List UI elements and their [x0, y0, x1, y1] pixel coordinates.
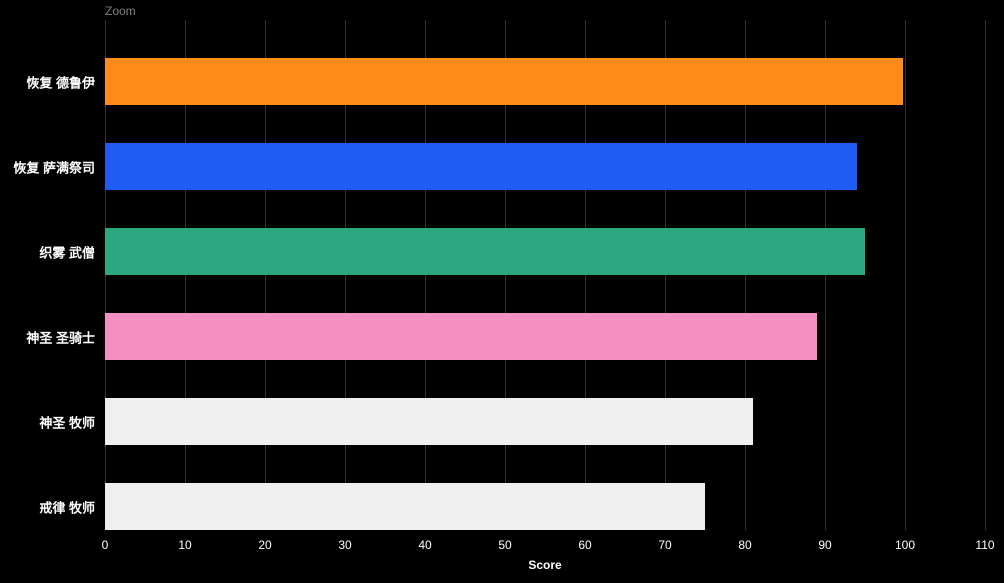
x-tick-label: 40 — [418, 530, 431, 552]
y-axis-label: 恢复 萨满祭司 — [13, 157, 105, 176]
y-axis-label: 神圣 牧师 — [39, 412, 105, 431]
y-axis-label: 恢复 德鲁伊 — [26, 72, 105, 91]
plot-area: Score 0102030405060708090100110恢复 德鲁伊恢复 … — [105, 20, 985, 530]
bar-row: 恢复 萨满祭司 — [105, 143, 985, 190]
zoom-label[interactable]: Zoom — [105, 4, 136, 18]
x-tick-label: 90 — [818, 530, 831, 552]
x-tick-label: 50 — [498, 530, 511, 552]
bar-row: 戒律 牧师 — [105, 483, 985, 530]
bar-row: 神圣 牧师 — [105, 398, 985, 445]
x-tick-label: 80 — [738, 530, 751, 552]
x-tick-label: 100 — [895, 530, 915, 552]
bar[interactable] — [105, 58, 903, 105]
gridline — [985, 20, 986, 530]
y-axis-label: 神圣 圣骑士 — [26, 327, 105, 346]
x-axis-title: Score — [528, 530, 561, 572]
bar-row: 恢复 德鲁伊 — [105, 58, 985, 105]
x-tick-label: 70 — [658, 530, 671, 552]
bar-row: 神圣 圣骑士 — [105, 313, 985, 360]
bar-chart: Zoom Score 0102030405060708090100110恢复 德… — [0, 0, 1004, 583]
y-axis-label: 戒律 牧师 — [39, 497, 105, 516]
x-tick-label: 30 — [338, 530, 351, 552]
bar[interactable] — [105, 313, 817, 360]
bar[interactable] — [105, 143, 857, 190]
y-axis-label: 织雾 武僧 — [39, 242, 105, 261]
x-tick-label: 20 — [258, 530, 271, 552]
x-tick-label: 0 — [102, 530, 109, 552]
x-tick-label: 110 — [975, 530, 994, 552]
bar[interactable] — [105, 398, 753, 445]
bar[interactable] — [105, 228, 865, 275]
x-tick-label: 60 — [578, 530, 591, 552]
x-tick-label: 10 — [178, 530, 191, 552]
bar-row: 织雾 武僧 — [105, 228, 985, 275]
bar[interactable] — [105, 483, 705, 530]
